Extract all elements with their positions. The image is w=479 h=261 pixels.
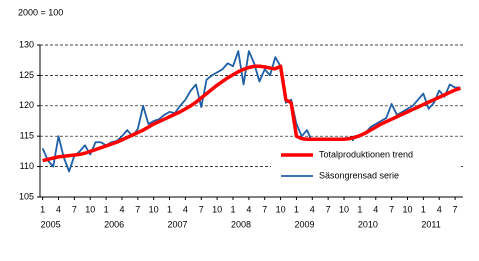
x-tick-label: 7 [135,204,140,214]
x-tick-label: 4 [373,204,378,214]
x-tick-label: 4 [183,204,188,214]
x-tick-label: 7 [389,204,394,214]
x-tick-label: 1 [167,204,172,214]
x-tick-label: 1 [357,204,362,214]
x-tick-label: 4 [246,204,251,214]
y-tick-label: 120 [19,100,34,110]
x-tick-label: 10 [276,204,286,214]
x-tick-label: 10 [402,204,412,214]
x-tick-label: 7 [453,204,458,214]
legend-label: Säsongrensad serie [319,170,399,180]
y-tick-label: 115 [20,131,34,141]
x-tick-label: 7 [199,204,204,214]
legend-box [271,141,461,191]
y-tick-label: 130 [19,39,34,49]
x-tick-label: 1 [40,204,45,214]
y-tick-label: 105 [19,191,34,201]
x-tick-label: 4 [119,204,124,214]
year-label: 2006 [104,219,124,229]
year-label: 2009 [294,219,314,229]
year-label: 2010 [358,219,378,229]
x-tick-label: 1 [294,204,299,214]
x-tick-label: 1 [421,204,426,214]
year-label: 2007 [168,219,188,229]
x-tick-label: 1 [104,204,109,214]
year-label: 2011 [421,219,440,229]
y-tick-label: 125 [19,70,34,80]
x-tick-label: 7 [326,204,331,214]
series-line [42,64,461,163]
x-tick-label: 7 [262,204,267,214]
x-tick-label: 4 [310,204,315,214]
x-tick-label: 10 [149,204,159,214]
x-tick-label: 7 [72,204,77,214]
x-tick-label: 1 [230,204,235,214]
x-tick-label: 4 [56,204,61,214]
year-label: 2008 [231,219,251,229]
y-tick-label: 110 [20,161,34,171]
x-tick-label: 10 [85,204,95,214]
y-axis-label: 2000 = 100 [18,7,63,17]
x-tick-label: 10 [339,204,349,214]
year-label: 2005 [41,219,61,229]
x-tick-label: 4 [437,204,442,214]
x-tick-label: 10 [212,204,222,214]
legend-label: Totalproduktionen trend [319,149,413,159]
